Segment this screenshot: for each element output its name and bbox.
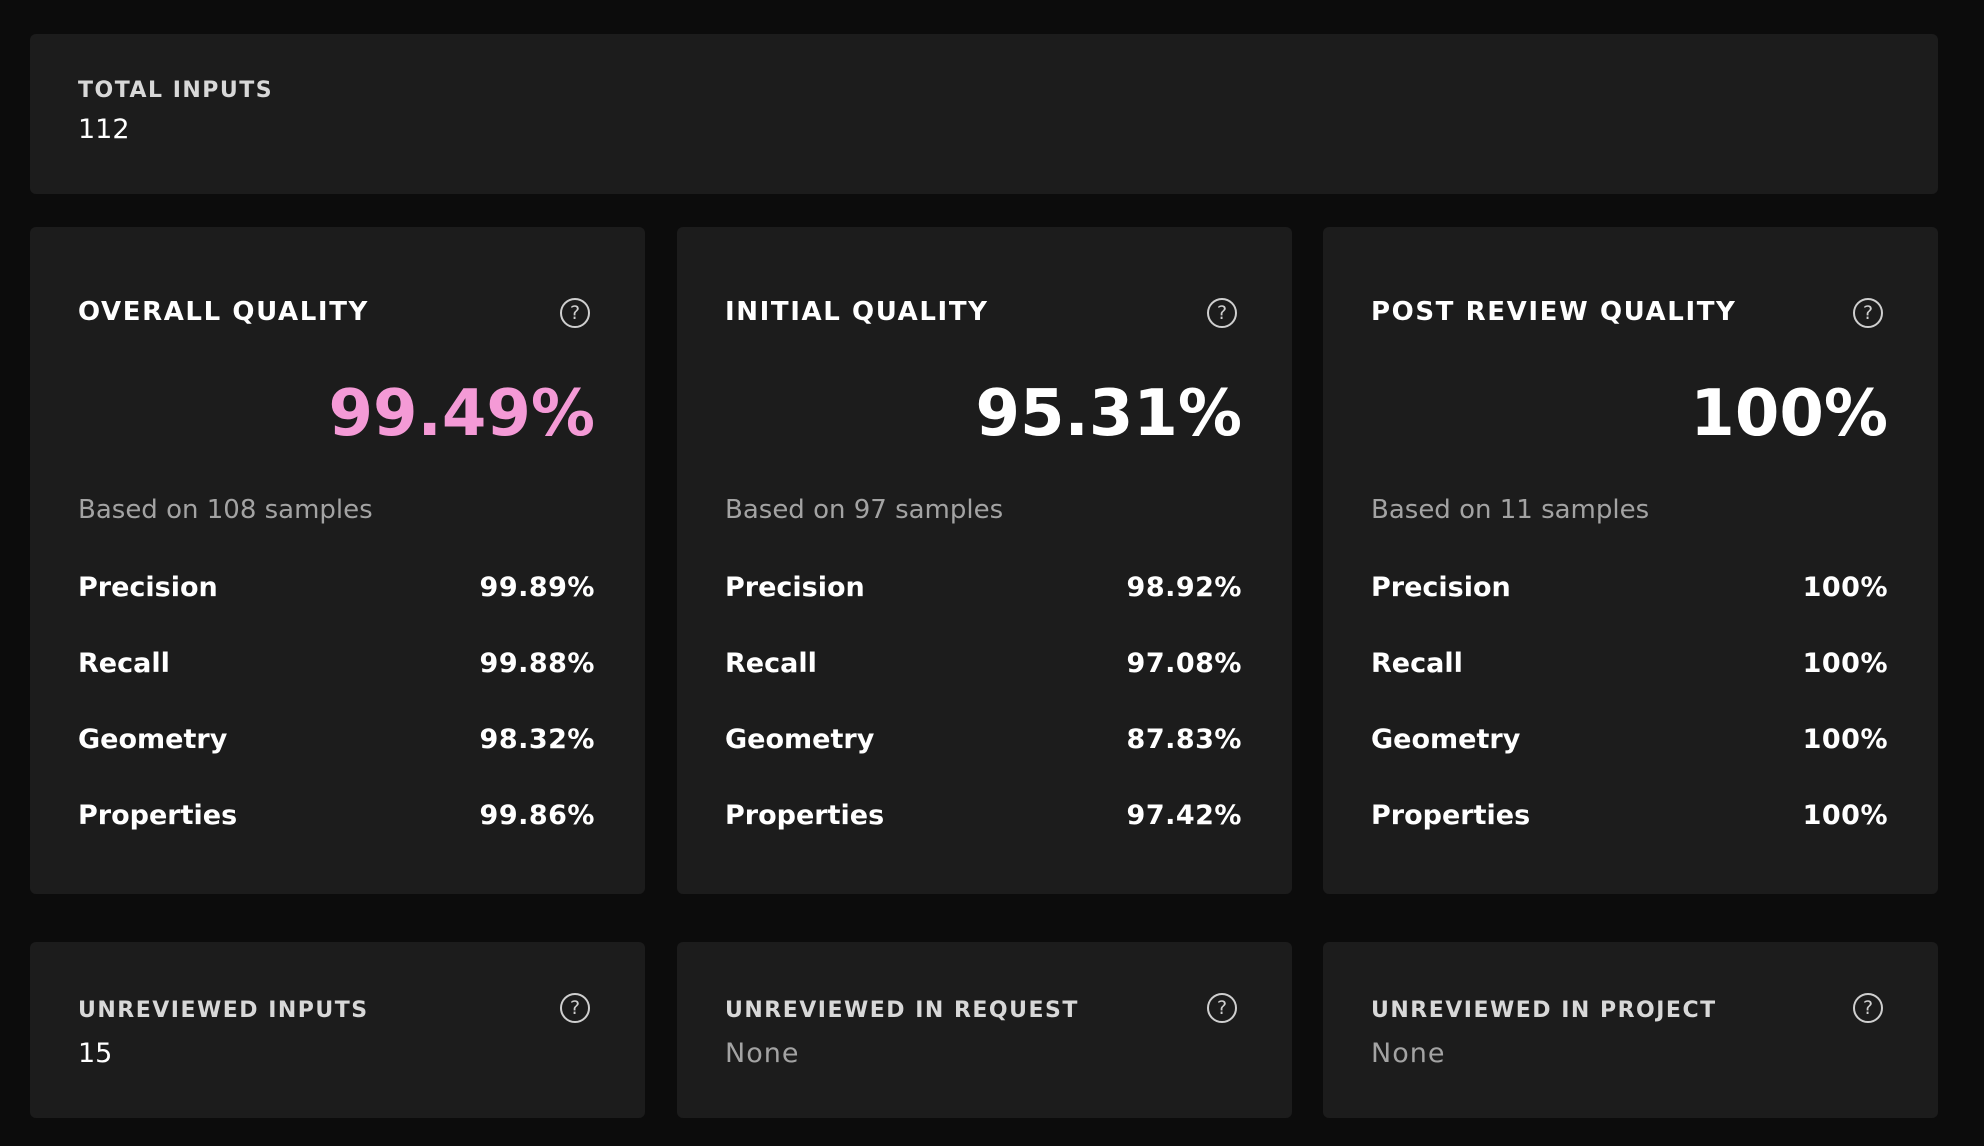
- question-circle-icon[interactable]: ?: [1853, 993, 1883, 1023]
- metric-name: Properties: [78, 799, 238, 831]
- metric-name: Geometry: [1371, 723, 1521, 755]
- metric-value: 98.32%: [479, 723, 595, 755]
- metric-row-geometry: Geometry 98.32%: [78, 719, 595, 759]
- initial-quality-percentage: 95.31%: [975, 377, 1242, 451]
- metric-row-precision: Precision 100%: [1371, 567, 1888, 607]
- post-review-quality-percentage: 100%: [1690, 377, 1888, 451]
- question-circle-icon[interactable]: ?: [560, 298, 590, 328]
- metric-row-recall: Recall 97.08%: [725, 643, 1242, 683]
- overall-quality-card: OVERALL QUALITY ? 99.49% Based on 108 sa…: [30, 227, 645, 894]
- metric-row-geometry: Geometry 100%: [1371, 719, 1888, 759]
- metric-row-geometry: Geometry 87.83%: [725, 719, 1242, 759]
- metric-value: 99.88%: [479, 647, 595, 679]
- metric-row-properties: Properties 100%: [1371, 795, 1888, 835]
- unreviewed-in-project-value: None: [1371, 1038, 1446, 1069]
- metric-value: 98.92%: [1126, 571, 1242, 603]
- initial-quality-title: INITIAL QUALITY: [725, 297, 989, 327]
- metric-name: Recall: [78, 647, 170, 679]
- unreviewed-inputs-title: UNREVIEWED INPUTS: [78, 998, 369, 1023]
- metric-value: 97.42%: [1126, 799, 1242, 831]
- unreviewed-inputs-card: UNREVIEWED INPUTS ? 15: [30, 942, 645, 1118]
- overall-quality-title: OVERALL QUALITY: [78, 297, 369, 327]
- question-circle-icon[interactable]: ?: [1853, 298, 1883, 328]
- metric-row-precision: Precision 98.92%: [725, 567, 1242, 607]
- question-circle-icon[interactable]: ?: [1207, 993, 1237, 1023]
- initial-quality-card: INITIAL QUALITY ? 95.31% Based on 97 sam…: [677, 227, 1292, 894]
- metric-value: 100%: [1802, 647, 1888, 679]
- unreviewed-in-project-title: UNREVIEWED IN PROJECT: [1371, 998, 1717, 1023]
- metric-value: 99.86%: [479, 799, 595, 831]
- unreviewed-inputs-value: 15: [78, 1038, 113, 1069]
- initial-quality-based-on: Based on 97 samples: [725, 495, 1004, 525]
- unreviewed-in-request-value: None: [725, 1038, 800, 1069]
- total-inputs-value: 112: [78, 114, 130, 145]
- total-inputs-label: TOTAL INPUTS: [78, 78, 274, 103]
- question-circle-icon[interactable]: ?: [1207, 298, 1237, 328]
- metric-row-properties: Properties 97.42%: [725, 795, 1242, 835]
- total-inputs-card: TOTAL INPUTS 112: [30, 34, 1938, 194]
- metric-name: Properties: [725, 799, 885, 831]
- metric-name: Recall: [1371, 647, 1463, 679]
- post-review-quality-card: POST REVIEW QUALITY ? 100% Based on 11 s…: [1323, 227, 1938, 894]
- metric-name: Recall: [725, 647, 817, 679]
- unreviewed-in-project-card: UNREVIEWED IN PROJECT ? None: [1323, 942, 1938, 1118]
- overall-quality-percentage: 99.49%: [328, 377, 595, 451]
- metric-name: Geometry: [78, 723, 228, 755]
- metric-name: Precision: [725, 571, 865, 603]
- metric-row-precision: Precision 99.89%: [78, 567, 595, 607]
- metric-row-recall: Recall 99.88%: [78, 643, 595, 683]
- metric-value: 100%: [1802, 571, 1888, 603]
- unreviewed-in-request-title: UNREVIEWED IN REQUEST: [725, 998, 1079, 1023]
- metric-value: 97.08%: [1126, 647, 1242, 679]
- metric-value: 100%: [1802, 723, 1888, 755]
- metric-name: Precision: [78, 571, 218, 603]
- question-circle-icon[interactable]: ?: [560, 993, 590, 1023]
- metric-name: Precision: [1371, 571, 1511, 603]
- metric-value: 99.89%: [479, 571, 595, 603]
- unreviewed-in-request-card: UNREVIEWED IN REQUEST ? None: [677, 942, 1292, 1118]
- metric-name: Properties: [1371, 799, 1531, 831]
- post-review-quality-title: POST REVIEW QUALITY: [1371, 297, 1737, 327]
- metric-row-recall: Recall 100%: [1371, 643, 1888, 683]
- metric-value: 87.83%: [1126, 723, 1242, 755]
- post-review-quality-based-on: Based on 11 samples: [1371, 495, 1650, 525]
- metric-row-properties: Properties 99.86%: [78, 795, 595, 835]
- metric-name: Geometry: [725, 723, 875, 755]
- metric-value: 100%: [1802, 799, 1888, 831]
- overall-quality-based-on: Based on 108 samples: [78, 495, 373, 525]
